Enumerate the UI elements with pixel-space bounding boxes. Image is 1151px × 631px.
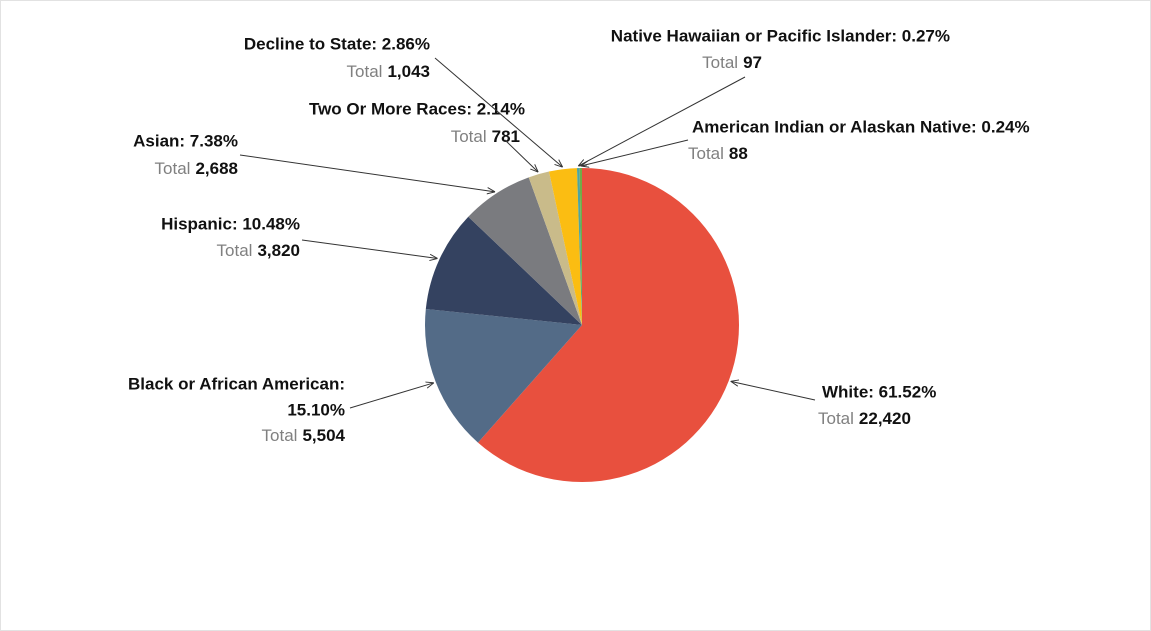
slice-total: Total 97: [702, 53, 762, 72]
pie-slice: [425, 308, 582, 443]
total-value: 22,420: [859, 409, 911, 428]
leader-line: [731, 381, 816, 401]
slice-total: Total 1,043: [347, 62, 430, 81]
leader-line: [578, 76, 746, 166]
total-prefix: Total: [217, 241, 253, 260]
total-value: 88: [729, 144, 748, 163]
leader-line: [349, 383, 434, 409]
total-prefix: Total: [155, 159, 191, 178]
total-prefix: Total: [702, 53, 738, 72]
slice-label: Asian: 7.38%: [133, 131, 238, 150]
slice-total: Total 781: [451, 127, 520, 146]
leader-line: [434, 57, 563, 167]
slice-label: Black or African American:: [128, 374, 345, 393]
total-value: 3,820: [257, 241, 300, 260]
pie-slice: [576, 168, 582, 325]
total-prefix: Total: [262, 426, 298, 445]
slice-total: Total 2,688: [155, 159, 238, 178]
total-prefix: Total: [451, 127, 487, 146]
total-value: 2,688: [195, 159, 238, 178]
slice-label: Decline to State: 2.86%: [244, 34, 430, 53]
slice-label: 15.10%: [287, 400, 345, 419]
total-value: 1,043: [387, 62, 430, 81]
total-value: 97: [743, 53, 762, 72]
slice-label: American Indian or Alaskan Native: 0.24%: [692, 117, 1030, 136]
total-prefix: Total: [818, 409, 854, 428]
total-value: 781: [492, 127, 520, 146]
slice-label: Hispanic: 10.48%: [161, 214, 300, 233]
pie-slice: [468, 177, 582, 325]
slice-label: Two Or More Races: 2.14%: [309, 99, 525, 118]
leader-line: [239, 154, 495, 192]
slice-total: Total 88: [688, 144, 748, 163]
slice-total: Total 3,820: [217, 241, 300, 260]
leader-line: [301, 239, 438, 258]
total-value: 5,504: [302, 426, 345, 445]
slice-label: Native Hawaiian or Pacific Islander: 0.2…: [611, 26, 950, 45]
slice-label: White: 61.52%: [822, 382, 936, 401]
pie-slice: [528, 171, 582, 325]
leader-line: [581, 139, 689, 166]
pie-slice: [425, 216, 582, 325]
slice-total: Total 5,504: [262, 426, 346, 445]
total-prefix: Total: [688, 144, 724, 163]
slice-total: Total 22,420: [818, 409, 911, 428]
pie-slice: [549, 168, 582, 325]
total-prefix: Total: [347, 62, 383, 81]
leader-line: [504, 139, 538, 172]
pie-slice: [579, 168, 582, 325]
pie-slice: [477, 168, 739, 482]
